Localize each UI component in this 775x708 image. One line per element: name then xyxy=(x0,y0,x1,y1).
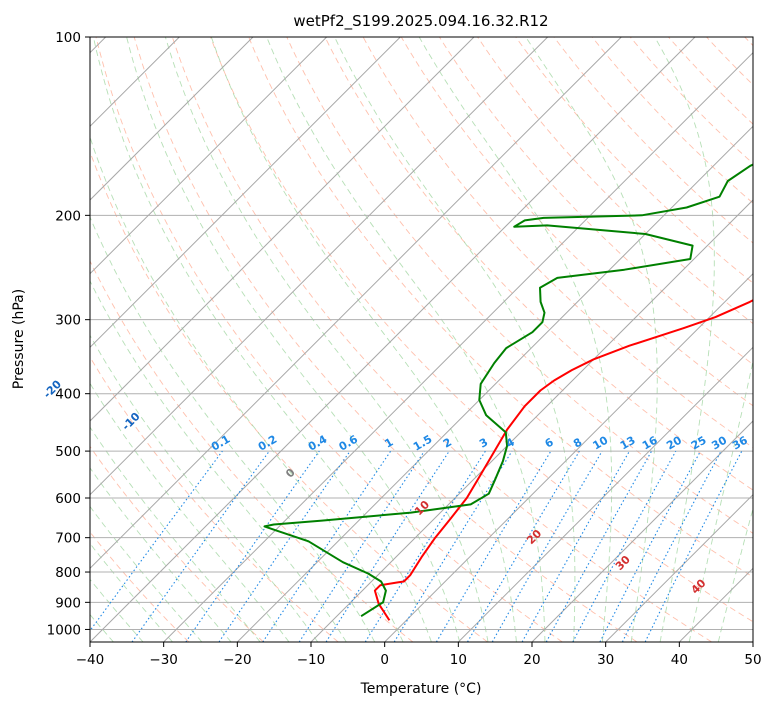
moist-adiabat xyxy=(418,37,613,642)
x-tick-label: 40 xyxy=(671,652,688,668)
mixing-ratio-line xyxy=(545,450,653,642)
x-tick-label: 30 xyxy=(597,652,614,668)
isotherm xyxy=(90,37,549,496)
isotherm xyxy=(605,493,753,642)
x-axis-label: Temperature (°C) xyxy=(360,681,482,697)
y-tick-label: 600 xyxy=(55,491,81,507)
isotherm xyxy=(90,37,475,422)
mixing-ratio-line xyxy=(90,450,223,632)
isotherm xyxy=(531,420,753,642)
mixing-ratio-line xyxy=(325,450,450,642)
dry-adiabat xyxy=(210,37,753,623)
profile-lines xyxy=(263,163,753,621)
isotherm xyxy=(90,37,696,642)
dry-adiabat xyxy=(90,259,414,642)
x-tick-label: −30 xyxy=(149,652,178,668)
moist-adiabat xyxy=(266,37,546,642)
isotherm xyxy=(90,37,328,275)
isotherm xyxy=(457,346,753,642)
isotherm xyxy=(236,125,753,642)
moist-adiabat xyxy=(90,334,319,642)
background-lines xyxy=(90,37,753,642)
mixing-ratio-line xyxy=(393,450,513,642)
isotherm xyxy=(752,641,753,642)
isotherm xyxy=(310,199,753,642)
moist-adiabat xyxy=(92,37,432,642)
mixing-ratio-line xyxy=(298,450,425,642)
isotherm xyxy=(384,272,753,642)
chart-title: wetPf2_S199.2025.094.16.32.R12 xyxy=(293,12,548,31)
moist-adiabat xyxy=(90,135,404,642)
y-tick-label: 100 xyxy=(55,30,81,46)
axis-ticks: −40 −30 −20 −10 0 10 20 30 40 50 100 200 300 400 500 60… xyxy=(47,30,762,668)
y-tick-label: 800 xyxy=(55,565,81,581)
moist-adiabat xyxy=(525,37,658,642)
plot-background xyxy=(90,37,753,642)
moist-adiabat xyxy=(126,37,461,642)
moist-adiabat xyxy=(90,467,232,642)
dry-adiabat xyxy=(324,37,753,491)
dry-adiabat xyxy=(95,37,563,642)
plot-frame xyxy=(89,36,754,643)
mixing-ratio-line xyxy=(185,450,320,642)
dry-adiabat xyxy=(515,37,753,284)
moist-adiabat xyxy=(90,578,144,642)
moist-adiabat xyxy=(90,426,261,642)
moist-adiabat xyxy=(90,382,290,642)
isotherm xyxy=(90,37,401,349)
x-tick-label: −40 xyxy=(76,652,105,668)
y-tick-label: 900 xyxy=(55,595,81,611)
y-axis-label: Pressure (hPa) xyxy=(11,289,27,389)
temperature-line xyxy=(373,299,753,621)
dry-adiabat xyxy=(171,37,712,642)
dry-adiabat xyxy=(286,37,753,534)
x-tick-label: −10 xyxy=(297,652,326,668)
dry-adiabat xyxy=(248,37,753,578)
isotherm xyxy=(90,37,622,570)
y-tick-label: 400 xyxy=(55,387,81,403)
mixing-ratio-line xyxy=(262,450,392,642)
mixing-ratio-line xyxy=(644,450,743,642)
dry-adiabat xyxy=(90,445,264,642)
isotherm xyxy=(90,37,254,201)
x-tick-label: 10 xyxy=(450,652,467,668)
mixing-ratio-line xyxy=(218,450,351,642)
mixing-ratio-line xyxy=(572,450,677,642)
dry-adiabat xyxy=(90,356,339,642)
isotherm xyxy=(163,51,753,642)
moist-adiabat xyxy=(90,542,173,642)
y-tick-label: 200 xyxy=(55,208,81,224)
moist-adiabat xyxy=(334,37,576,642)
moist-adiabat xyxy=(90,216,376,642)
y-tick-label: 1000 xyxy=(47,622,81,638)
moist-adiabat xyxy=(654,37,715,642)
moist-adiabat xyxy=(717,506,753,642)
dewpoint-line xyxy=(263,163,753,618)
moist-adiabat xyxy=(90,505,203,642)
y-tick-label: 700 xyxy=(55,531,81,547)
mixing-ratio-line xyxy=(131,450,270,642)
y-tick-label: 300 xyxy=(55,313,81,329)
x-tick-label: −20 xyxy=(223,652,252,668)
x-tick-label: 20 xyxy=(523,652,540,668)
x-tick-label: 50 xyxy=(744,652,761,668)
moist-adiabat xyxy=(688,359,753,642)
x-tick-label: 0 xyxy=(380,652,389,668)
moist-adiabat xyxy=(164,37,489,642)
y-tick-label: 500 xyxy=(55,444,81,460)
moist-adiabat xyxy=(210,37,517,642)
mixing-ratio-line xyxy=(521,450,630,642)
